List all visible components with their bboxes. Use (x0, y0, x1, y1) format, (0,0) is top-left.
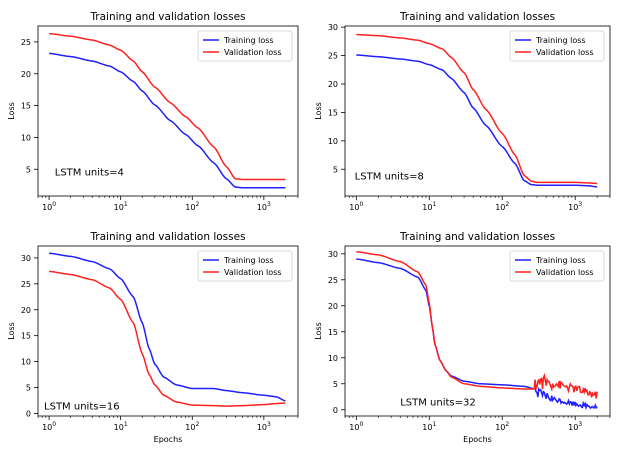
legend-label: Training loss (535, 256, 586, 265)
y-tick-label: 25 (328, 52, 338, 61)
y-tick-label: 20 (328, 302, 338, 311)
chart-title: Training and validation losses (89, 231, 245, 243)
validation-loss-line (356, 250, 598, 399)
training-loss-line (49, 52, 286, 189)
legend-box (197, 250, 293, 282)
x-tick-label: 101 (114, 421, 128, 432)
y-tick-label: 25 (21, 38, 31, 47)
x-tick-label: 102 (495, 201, 509, 212)
lstm-units-annotation: LSTM units=32 (400, 398, 476, 409)
y-tick-label: 5 (333, 380, 338, 389)
plot-frame (37, 25, 299, 197)
plot-frame (344, 245, 611, 417)
x-tick-label: 100 (349, 421, 363, 432)
x-tick-label: 101 (422, 201, 436, 212)
legend-label: Training loss (223, 36, 274, 45)
validation-loss-line (49, 32, 286, 181)
training-loss-line (356, 258, 598, 411)
y-tick-label: 15 (21, 332, 31, 341)
x-tick-label: 100 (42, 201, 56, 212)
x-tick-label: 101 (114, 201, 128, 212)
legend-label: Validation loss (536, 48, 594, 57)
legend: Training loss Validation loss (197, 250, 293, 282)
lstm-units-annotation: LSTM units=16 (44, 401, 120, 412)
y-tick-label: 15 (21, 102, 31, 111)
y-tick-label: 0 (333, 406, 338, 415)
x-axis-label: Epochs (463, 435, 492, 444)
legend-label: Validation loss (536, 268, 594, 277)
legend-label: Training loss (535, 36, 586, 45)
legend: Training loss Validation loss (509, 250, 605, 282)
y-tick-label: 20 (21, 306, 31, 315)
y-tick-label: 25 (328, 276, 338, 285)
chart-title: Training and validation losses (399, 231, 555, 243)
legend: Training loss Validation loss (197, 30, 293, 62)
legend-box (197, 30, 293, 62)
x-tick-label: 102 (185, 201, 199, 212)
x-tick-label: 100 (349, 201, 363, 212)
y-axis-label: Loss (314, 102, 323, 120)
y-tick-label: 25 (21, 280, 31, 289)
validation-loss-line (356, 33, 598, 185)
legend-box (509, 250, 605, 282)
y-tick-label: 5 (333, 165, 338, 174)
validation-loss-line (49, 270, 286, 407)
y-axis-label: Loss (7, 102, 16, 120)
training-loss-line (356, 54, 598, 188)
y-axis-label: Loss (7, 322, 16, 340)
y-tick-label: 30 (328, 250, 338, 259)
chart-panel-1: Training and validation losses 100 101 102 1… (7, 11, 299, 212)
y-tick-label: 20 (328, 80, 338, 89)
lstm-units-annotation: LSTM units=8 (355, 172, 424, 183)
chart-panel-2: Training and validation losses 100 101 102 1… (314, 11, 611, 212)
plot-frame (344, 25, 611, 197)
y-tick-label: 10 (21, 358, 31, 367)
x-tick-label: 100 (42, 421, 56, 432)
y-tick-label: 15 (328, 108, 338, 117)
x-tick-label: 103 (568, 421, 582, 432)
y-axis-label: Loss (314, 322, 323, 340)
x-tick-label: 103 (568, 201, 582, 212)
y-tick-label: 0 (26, 409, 31, 418)
x-tick-label: 103 (257, 421, 271, 432)
legend-box (509, 30, 605, 62)
chart-title: Training and validation losses (399, 11, 555, 23)
x-tick-label: 103 (257, 201, 271, 212)
y-tick-label: 10 (328, 137, 338, 146)
y-tick-label: 30 (21, 254, 31, 263)
x-axis-label: Epochs (154, 435, 183, 444)
y-tick-label: 5 (26, 165, 31, 174)
x-tick-label: 101 (422, 421, 436, 432)
x-tick-label: 102 (185, 421, 199, 432)
y-tick-label: 20 (21, 70, 31, 79)
lstm-units-annotation: LSTM units=4 (55, 168, 124, 179)
plot-frame (37, 245, 299, 417)
x-tick-label: 102 (495, 421, 509, 432)
training-loss-line (49, 252, 286, 402)
legend: Training loss Validation loss (509, 30, 605, 62)
y-tick-label: 10 (328, 354, 338, 363)
legend-label: Validation loss (224, 48, 282, 57)
legend-label: Validation loss (224, 268, 282, 277)
y-tick-label: 15 (328, 328, 338, 337)
y-tick-label: 10 (21, 133, 31, 142)
chart-title: Training and validation losses (89, 11, 245, 23)
y-tick-label: 30 (328, 23, 338, 32)
legend-label: Training loss (223, 256, 274, 265)
y-tick-label: 5 (26, 383, 31, 392)
